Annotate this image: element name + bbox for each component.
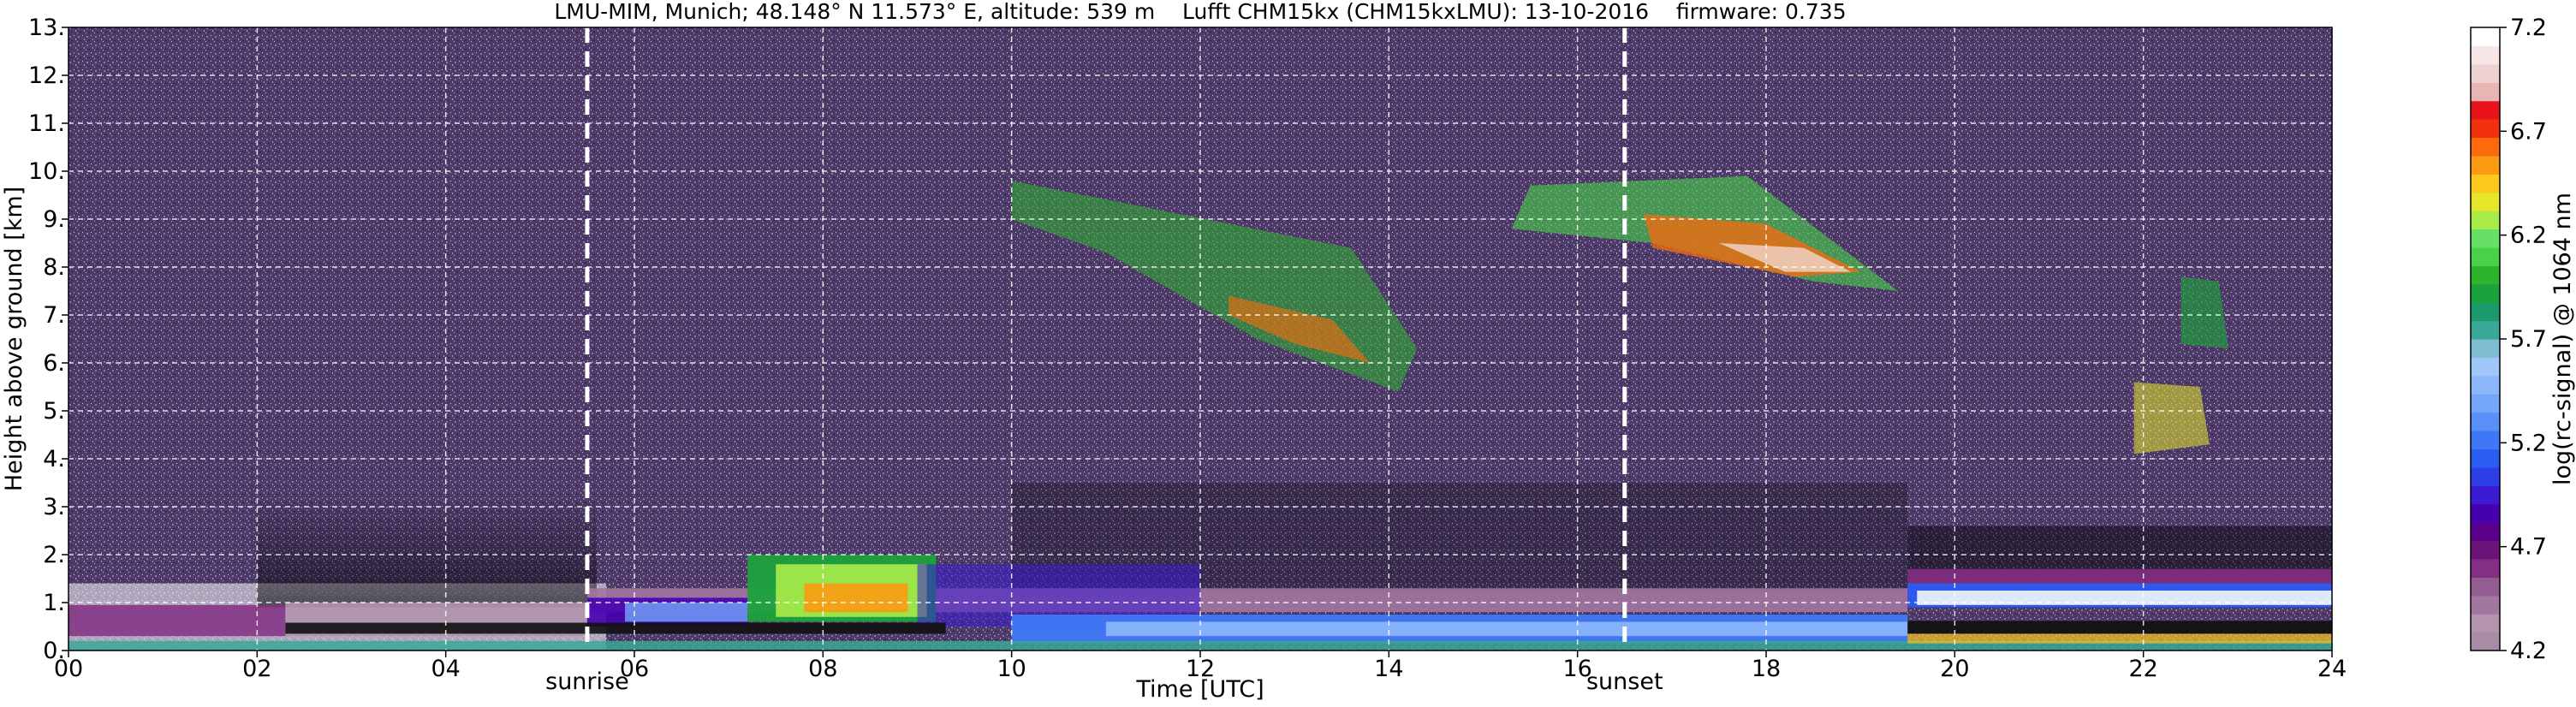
x-axis-ticks: 00 02 04 06 08 10 12 14 16 18 20 22 24 xyxy=(54,651,2347,682)
colorbar-swatch xyxy=(2471,155,2500,175)
colorbar-swatch xyxy=(2471,595,2500,615)
colorbar-swatch xyxy=(2471,82,2500,102)
y-tick-label: 3. xyxy=(43,494,65,520)
colorbar-label: log(rc-signal) @ 1064 nm xyxy=(2549,193,2576,485)
colorbar-swatch xyxy=(2471,229,2500,248)
colorbar-tick-label: 4.2 xyxy=(2510,638,2547,664)
sunset-label: sunset xyxy=(1586,668,1663,695)
colorbar-swatch xyxy=(2471,540,2500,560)
cloud-feature xyxy=(2133,382,2210,454)
x-tick-label: 16 xyxy=(1562,656,1591,682)
colorbar-swatch xyxy=(2471,503,2500,523)
colorbar-swatch xyxy=(2471,247,2500,266)
backscatter-layer xyxy=(1105,621,1908,637)
backscatter-layer xyxy=(624,603,748,622)
colorbar-swatch xyxy=(2471,522,2500,542)
y-tick-label: 6. xyxy=(43,350,65,377)
colorbar-swatch xyxy=(2471,265,2500,285)
backscatter-layer xyxy=(1907,633,2332,644)
chart-title: LMU-MIM, Munich; 48.148° N 11.573° E, al… xyxy=(554,0,1846,24)
colorbar-swatch xyxy=(2471,63,2500,83)
colorbar-swatches xyxy=(2471,27,2500,651)
y-tick-label: 12. xyxy=(28,62,65,89)
backscatter-layer xyxy=(257,496,597,608)
colorbar-tick-label: 4.7 xyxy=(2510,534,2547,561)
x-tick-label: 14 xyxy=(1374,656,1403,682)
y-tick-label: 0. xyxy=(43,638,65,664)
y-tick-label: 4. xyxy=(43,446,65,472)
cloud-feature xyxy=(2180,276,2228,349)
colorbar-swatch xyxy=(2471,632,2500,651)
backscatter-layer xyxy=(1907,621,2332,634)
cloud-feature xyxy=(1718,243,1852,272)
x-tick-label: 12 xyxy=(1186,656,1215,682)
backscatter-layer xyxy=(68,604,286,637)
y-tick-label: 11. xyxy=(28,110,65,137)
colorbar-swatch xyxy=(2471,320,2500,340)
y-tick-label: 9. xyxy=(43,206,65,233)
colorbar-swatch xyxy=(2471,614,2500,633)
y-tick-label: 2. xyxy=(43,542,65,568)
y-tick-label: 13. xyxy=(28,15,65,41)
colorbar-tick-label: 5.7 xyxy=(2510,326,2547,353)
colorbar-swatch xyxy=(2471,431,2500,450)
colorbar-swatch xyxy=(2471,100,2500,120)
colorbar-swatch xyxy=(2471,466,2500,486)
backscatter-layer xyxy=(68,640,2332,651)
colorbar-swatch xyxy=(2471,412,2500,431)
colorbar-swatch xyxy=(2471,558,2500,578)
x-tick-label: 08 xyxy=(808,656,837,682)
colorbar-swatch xyxy=(2471,449,2500,468)
colorbar-swatch xyxy=(2471,302,2500,322)
colorbar-swatch xyxy=(2471,375,2500,395)
colorbar-swatch xyxy=(2471,339,2500,359)
y-tick-label: 10. xyxy=(28,158,65,185)
x-tick-label: 00 xyxy=(54,656,83,682)
annotation-labels: sunrise sunset xyxy=(545,668,1663,695)
colorbar-swatch xyxy=(2471,119,2500,139)
grid-lines xyxy=(68,27,2332,651)
y-tick-label: 1. xyxy=(43,590,65,616)
x-tick-label: 06 xyxy=(620,656,649,682)
x-tick-label: 18 xyxy=(1752,656,1781,682)
sunrise-label: sunrise xyxy=(545,668,629,695)
colorbar-swatch xyxy=(2471,211,2500,230)
x-axis-label: Time [UTC] xyxy=(1135,676,1264,703)
colorbar-swatch xyxy=(2471,394,2500,413)
backscatter-layer xyxy=(804,583,908,613)
y-tick-label: 7. xyxy=(43,302,65,329)
colorbar-swatch xyxy=(2471,27,2500,47)
colorbar-swatch xyxy=(2471,357,2500,377)
cloud-feature xyxy=(1229,295,1371,363)
x-tick-label: 24 xyxy=(2317,656,2347,682)
colorbar-ticks: 4.2 4.7 5.2 5.7 6.2 6.7 7.2 xyxy=(2500,15,2547,664)
x-tick-label: 04 xyxy=(431,656,460,682)
x-tick-label: 02 xyxy=(242,656,271,682)
y-tick-label: 5. xyxy=(43,398,65,425)
colorbar-tick-label: 5.2 xyxy=(2510,430,2547,456)
colorbar: 4.2 4.7 5.2 5.7 6.2 6.7 7.2 log(rc-signal) @ 1… xyxy=(2470,15,2576,664)
colorbar-swatch xyxy=(2471,174,2500,193)
backscatter-layer xyxy=(285,622,946,634)
y-axis-ticks: 0. 1. 2. 3. 4. 5. 6. 7. 8. 9. 10. 11. 12. 13. xyxy=(28,15,68,664)
colorbar-tick-label: 6.2 xyxy=(2510,223,2547,249)
colorbar-tick-label: 7.2 xyxy=(2510,15,2547,41)
y-tick-label: 8. xyxy=(43,254,65,281)
colorbar-swatch xyxy=(2471,577,2500,597)
colorbar-tick-label: 6.7 xyxy=(2510,118,2547,145)
backscatter-features xyxy=(68,175,2332,651)
colorbar-swatch xyxy=(2471,45,2500,65)
plot-area xyxy=(68,27,2333,651)
colorbar-swatch xyxy=(2471,283,2500,303)
colorbar-swatch xyxy=(2471,137,2500,157)
x-tick-label: 10 xyxy=(996,656,1026,682)
backscatter-layer xyxy=(1917,591,2332,605)
colorbar-swatch xyxy=(2471,192,2500,211)
y-axis-label: Height above ground [km] xyxy=(1,187,27,491)
x-tick-label: 20 xyxy=(1940,656,1969,682)
x-tick-label: 22 xyxy=(2128,656,2157,682)
annotation-lines xyxy=(585,27,1627,651)
colorbar-swatch xyxy=(2471,485,2500,505)
